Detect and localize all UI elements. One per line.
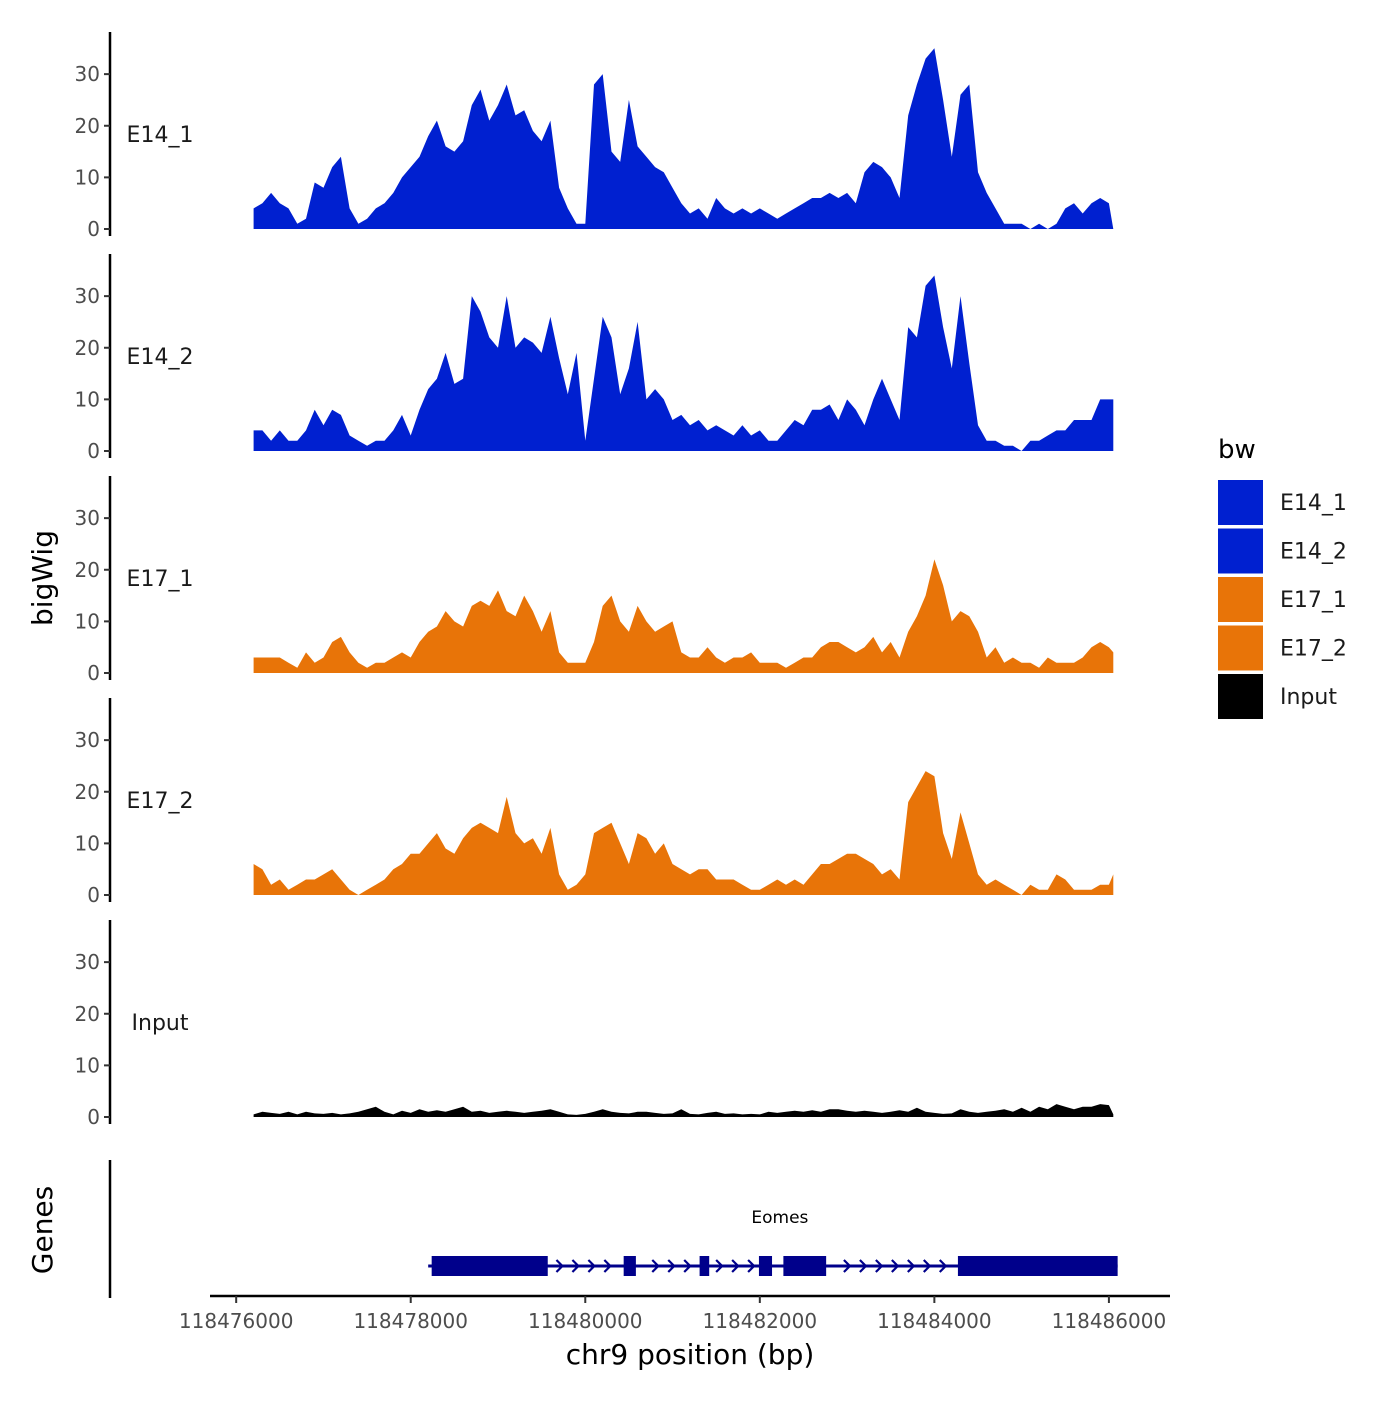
x-tick-label: 118484000 bbox=[877, 1309, 992, 1333]
panel-e17-1: 0 10 20 30 E17_1 bbox=[75, 476, 1114, 685]
legend-label: E14_1 bbox=[1280, 491, 1347, 516]
y-tick-label: 10 bbox=[75, 387, 100, 411]
legend-title: bw bbox=[1218, 435, 1256, 465]
strand-arrow bbox=[555, 1259, 564, 1273]
y-tick-label: 20 bbox=[75, 780, 100, 804]
gene-eomes: Eomes bbox=[428, 1208, 1118, 1276]
y-tick-label: 20 bbox=[75, 336, 100, 360]
strand-arrow bbox=[907, 1259, 916, 1273]
strand-arrow bbox=[875, 1259, 884, 1273]
legend-item: E17_2 bbox=[1218, 625, 1347, 671]
y-tick-label: 20 bbox=[75, 1002, 100, 1026]
gene-track: Eomes bbox=[108, 1160, 1118, 1298]
exon bbox=[623, 1256, 636, 1276]
strand-arrow bbox=[891, 1259, 900, 1273]
y-tick-label: 0 bbox=[87, 217, 100, 241]
y-axis-title: bigWig bbox=[26, 530, 59, 626]
legend-label: E17_1 bbox=[1280, 588, 1347, 613]
y-tick-label: 0 bbox=[87, 1105, 100, 1129]
y-tick-label: 10 bbox=[75, 1053, 100, 1077]
legend-label: E17_2 bbox=[1280, 637, 1347, 662]
panel-e14-2: 0 10 20 30 E14_2 bbox=[75, 254, 1114, 463]
y-tick-label: 30 bbox=[75, 506, 100, 530]
legend-swatch bbox=[1218, 674, 1263, 719]
panel-label: E14_2 bbox=[127, 345, 194, 370]
area-e17-2 bbox=[253, 771, 1114, 895]
legend-swatch bbox=[1218, 480, 1263, 525]
strand-arrow bbox=[938, 1259, 948, 1273]
legend-label: E14_2 bbox=[1280, 540, 1347, 565]
gene-name-label: Eomes bbox=[751, 1208, 808, 1228]
x-axis-title: chr9 position (bp) bbox=[566, 1338, 815, 1371]
x-tick-label: 118482000 bbox=[703, 1309, 818, 1333]
strand-arrow bbox=[859, 1259, 868, 1273]
panel-label: E17_2 bbox=[127, 789, 194, 814]
y-tick-label: 0 bbox=[87, 439, 100, 463]
track-panels: 0 10 20 30 E14_1 0 10 20 30 E14_2 0 10 20 30 E17_1 0 10 2… bbox=[75, 32, 1114, 1129]
strand-arrow bbox=[651, 1259, 660, 1273]
x-tick-label: 118476000 bbox=[179, 1309, 294, 1333]
strand-arrow bbox=[571, 1259, 580, 1273]
exon bbox=[758, 1256, 773, 1276]
area-input bbox=[253, 1104, 1114, 1117]
panel-label: E14_1 bbox=[127, 123, 194, 148]
y-tick-label: 0 bbox=[87, 661, 100, 685]
y-tick-label: 30 bbox=[75, 950, 100, 974]
legend-swatch bbox=[1218, 577, 1263, 622]
strand-arrow bbox=[843, 1259, 852, 1273]
legend-swatch bbox=[1218, 528, 1263, 574]
panel-label: Input bbox=[132, 1011, 189, 1036]
strand-arrow bbox=[715, 1259, 724, 1273]
exon bbox=[431, 1256, 548, 1276]
x-axis: 118476000 118478000 118480000 118482000 1184… bbox=[179, 1294, 1170, 1333]
panel-input: 0 10 20 30 Input bbox=[75, 920, 1114, 1129]
y-tick-label: 0 bbox=[87, 883, 100, 907]
exon bbox=[957, 1256, 1118, 1276]
strand-arrow bbox=[667, 1259, 676, 1273]
y-tick-label: 30 bbox=[75, 284, 100, 308]
y-tick-label: 10 bbox=[75, 609, 100, 633]
x-tick-label: 118486000 bbox=[1052, 1309, 1167, 1333]
exon bbox=[783, 1256, 827, 1276]
x-tick-label: 118480000 bbox=[528, 1309, 643, 1333]
area-e17-1 bbox=[253, 559, 1114, 673]
y-tick-label: 30 bbox=[75, 728, 100, 752]
legend-item: E14_2 bbox=[1218, 528, 1347, 574]
x-tick-label: 118478000 bbox=[353, 1309, 468, 1333]
panel-e17-2: 0 10 20 30 E17_2 bbox=[75, 698, 1114, 907]
strand-arrow bbox=[922, 1259, 932, 1273]
panel-e14-1: 0 10 20 30 E14_1 bbox=[75, 32, 1114, 241]
area-e14-1 bbox=[253, 48, 1114, 229]
legend-label: Input bbox=[1280, 685, 1337, 710]
strand-arrow bbox=[587, 1259, 596, 1273]
legend-swatch bbox=[1218, 625, 1263, 671]
legend-item: E17_1 bbox=[1218, 577, 1347, 622]
legend-item: E14_1 bbox=[1218, 480, 1347, 525]
legend: bw E14_1 E14_2 E17_1 E17_2 Input bbox=[1218, 435, 1347, 719]
panel-label: E17_1 bbox=[127, 567, 194, 592]
y-tick-label: 10 bbox=[75, 165, 100, 189]
strand-arrow bbox=[747, 1259, 756, 1273]
y-tick-label: 20 bbox=[75, 558, 100, 582]
strand-arrow bbox=[731, 1259, 740, 1273]
strand-arrow bbox=[683, 1259, 692, 1273]
legend-item: Input bbox=[1218, 674, 1337, 719]
area-e14-2 bbox=[253, 275, 1114, 451]
exon bbox=[699, 1256, 710, 1276]
y-tick-label: 10 bbox=[75, 831, 100, 855]
strand-arrow bbox=[603, 1259, 612, 1273]
y-tick-label: 20 bbox=[75, 114, 100, 138]
y-tick-label: 30 bbox=[75, 62, 100, 86]
gene-track-title: Genes bbox=[26, 1186, 59, 1274]
